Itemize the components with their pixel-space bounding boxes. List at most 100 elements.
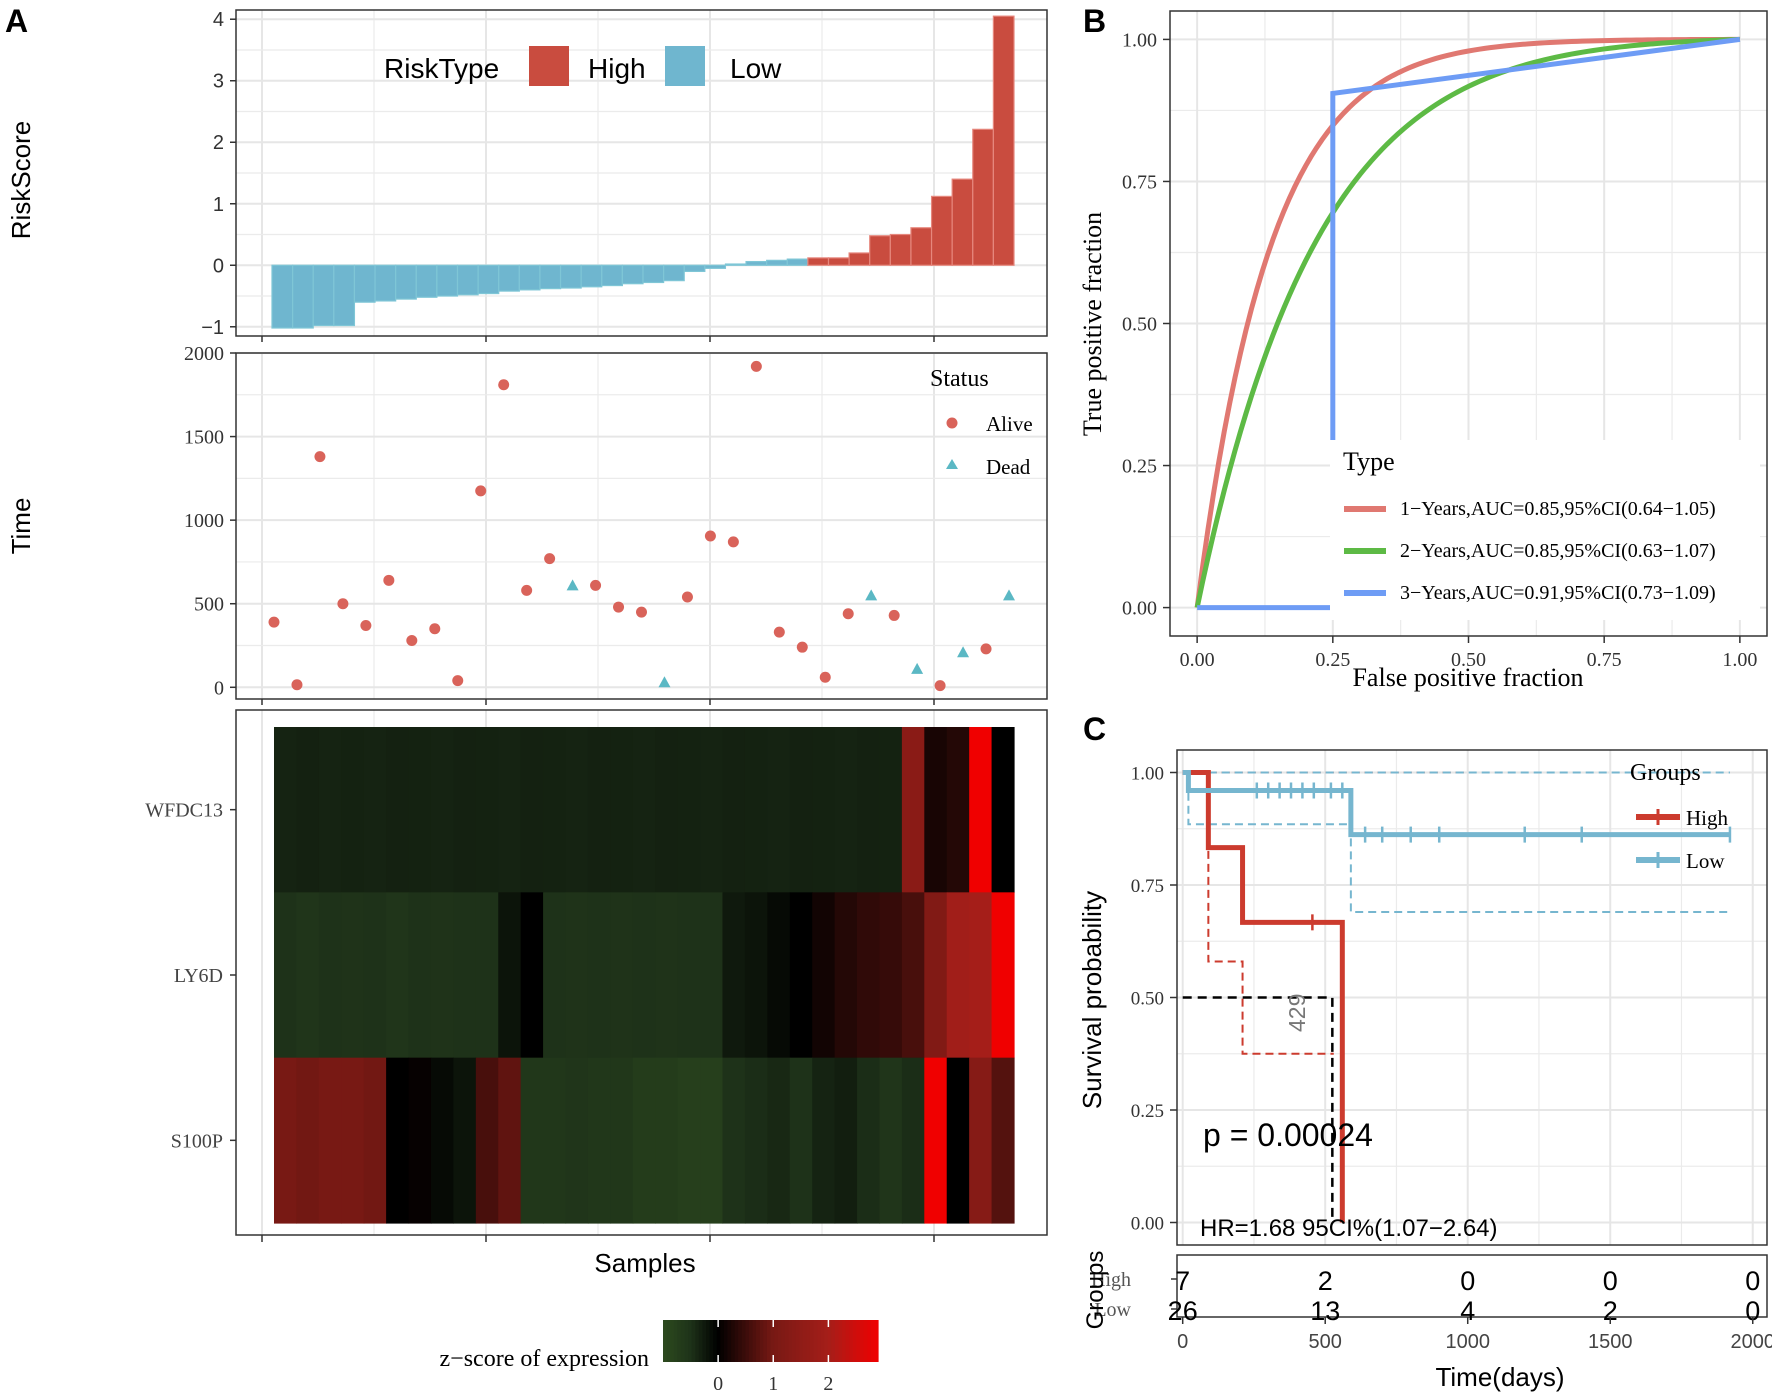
- risk-bar: [663, 264, 685, 282]
- roc-y-label: True positive fraction: [1078, 212, 1107, 436]
- alive-point: [980, 643, 992, 655]
- colorbar-segment: [788, 1320, 793, 1362]
- heatmap-cell: [991, 727, 1015, 893]
- risk-table-frame: [1176, 1254, 1768, 1318]
- heatmap-cell: [632, 1057, 656, 1224]
- heatmap-cell: [901, 892, 925, 1059]
- heatmap-cell: [700, 892, 724, 1059]
- dead-point: [658, 676, 671, 688]
- risk-bar: [498, 264, 520, 292]
- colorbar-segment: [792, 1320, 797, 1362]
- risk-bar: [415, 264, 438, 298]
- heatmap-cell: [857, 1057, 881, 1224]
- legend-label-high: High: [588, 53, 646, 84]
- dead-point: [1003, 589, 1015, 601]
- alive-point: [750, 360, 762, 372]
- heatmap-cell: [722, 892, 746, 1059]
- colorbar-segment: [770, 1320, 775, 1362]
- heatmap-cell: [543, 892, 567, 1059]
- colorbar-tick-label: 0: [713, 1373, 723, 1394]
- y-tick-label: 0.25: [1131, 1101, 1164, 1122]
- colorbar-segment: [756, 1320, 761, 1362]
- colorbar-segment: [813, 1320, 818, 1362]
- y-tick-label: 0: [214, 677, 224, 699]
- x-tick-label: 0: [1177, 1331, 1188, 1353]
- heatmap-row-label: LY6D: [174, 965, 223, 987]
- risk-bar: [869, 235, 891, 266]
- colorbar-segment: [809, 1320, 815, 1362]
- risk-count: 7: [1175, 1266, 1190, 1296]
- colorbar-segment: [831, 1320, 836, 1362]
- heatmap-cell: [520, 892, 544, 1059]
- y-tick-label: 0.00: [1131, 1214, 1164, 1235]
- x-tick-label: 1500: [1588, 1331, 1633, 1353]
- alive-point: [681, 591, 693, 603]
- colorbar-segment: [720, 1320, 725, 1362]
- heatmap-cell: [632, 727, 656, 893]
- risk-bar: [951, 178, 974, 266]
- colorbar-tick-label: 1: [768, 1373, 778, 1394]
- risk-bar: [518, 264, 541, 291]
- heatmap-cell: [296, 727, 320, 893]
- colorbar-segment: [838, 1320, 843, 1362]
- colorbar-segment: [738, 1320, 743, 1362]
- colorbar-segment: [781, 1320, 786, 1362]
- heatmap-cell: [363, 727, 387, 893]
- heatmap-cell: [946, 892, 970, 1059]
- colorbar-segment: [731, 1320, 736, 1362]
- risktype-legend-title: RiskType: [384, 53, 499, 84]
- risk-bar: [436, 264, 459, 297]
- colorbar-segment: [752, 1320, 757, 1362]
- y-tick-label: 1: [213, 194, 224, 216]
- heatmap-cell: [879, 892, 903, 1059]
- km-lines: [1182, 770, 1732, 1223]
- legend-key-alive: [946, 417, 958, 429]
- heatmap-cell: [430, 892, 454, 1059]
- y-tick-label: 1000: [184, 510, 224, 532]
- alive-point: [360, 619, 372, 631]
- riskscore-bars: [271, 15, 1015, 329]
- roc-curve-3: [1197, 36, 1741, 611]
- risk-bar: [972, 128, 994, 266]
- alive-point: [452, 675, 464, 687]
- risk-table-row-label-low: Low: [1094, 1299, 1131, 1321]
- roc-legend-label-1: 1−Years,AUC=0.85,95%CI(0.64−1.05): [1400, 498, 1716, 520]
- alive-point: [934, 680, 946, 692]
- colorbar-segment: [870, 1320, 876, 1362]
- colorbar-segment: [723, 1320, 729, 1362]
- riskscore-frame: [235, 9, 1048, 337]
- risk-bar: [395, 264, 417, 300]
- x-tick-label: 2000: [1730, 1331, 1772, 1353]
- roc-legend-background: [1330, 440, 1760, 620]
- colorbar-segment: [863, 1320, 868, 1362]
- colorbar-segment: [716, 1320, 721, 1362]
- colorbar-segment: [856, 1320, 861, 1362]
- heatmap-cell: [408, 727, 432, 893]
- alive-point: [819, 671, 831, 683]
- time-y-axis: 0 500 1000 1500 2000: [184, 343, 935, 705]
- heatmap-cell: [274, 727, 298, 893]
- colorbar-segment: [766, 1320, 772, 1362]
- heatmap-cell: [744, 892, 768, 1059]
- heatmap-cell: [812, 727, 836, 893]
- colorbar-segment: [741, 1320, 747, 1362]
- alive-point: [383, 574, 395, 586]
- heatmap-cell: [610, 1057, 634, 1224]
- risk-bar: [621, 264, 644, 285]
- heatmap-cell: [296, 892, 320, 1059]
- colorbar-segment: [806, 1320, 811, 1362]
- legend-label-dead: Dead: [986, 455, 1031, 479]
- risk-bar: [456, 264, 479, 296]
- heatmap-cell: [587, 892, 611, 1059]
- heatmap-panel: WFDC13 LY6D S100P Samples z−score of expre…: [145, 709, 1048, 1394]
- risk-bar: [312, 264, 335, 327]
- heatmap-cell: [789, 892, 813, 1059]
- risk-bar: [601, 264, 623, 287]
- heatmap-cell: [924, 892, 948, 1059]
- heatmap-cell: [475, 1057, 499, 1224]
- heatmap-cell: [520, 727, 544, 893]
- y-tick-label: 4: [213, 9, 224, 31]
- heatmap-cell: [767, 727, 791, 893]
- alive-point: [888, 609, 900, 621]
